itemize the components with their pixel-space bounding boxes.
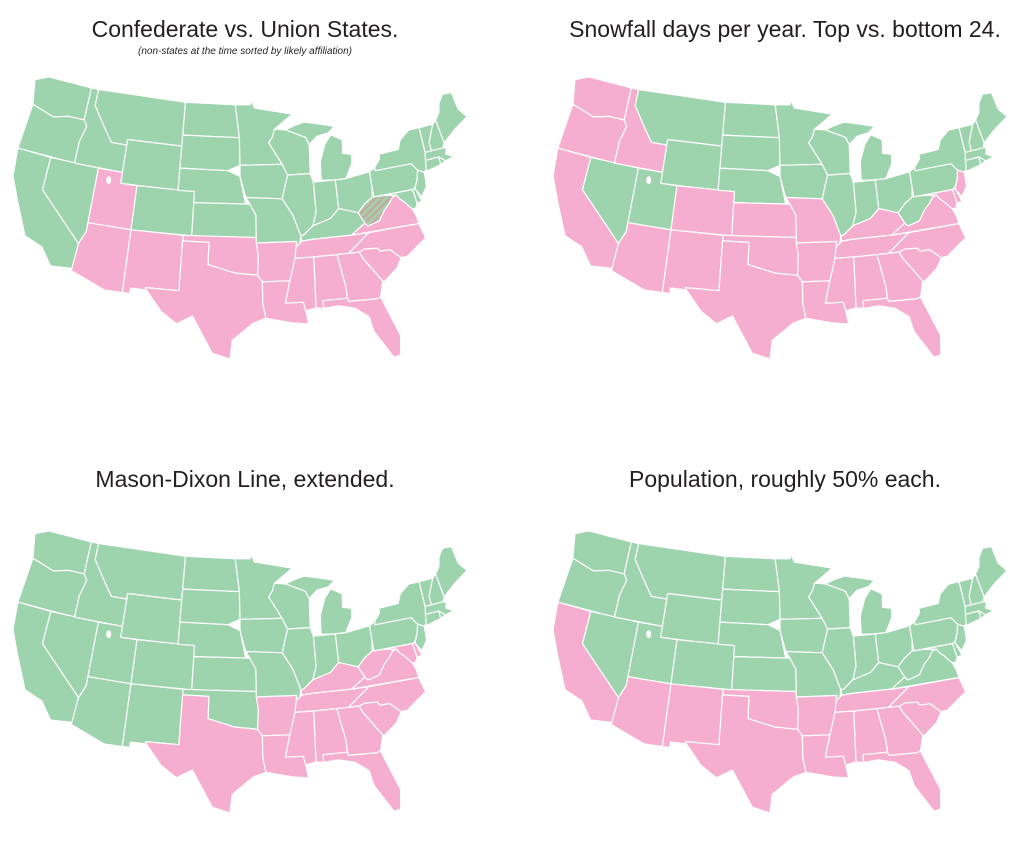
state-nd	[722, 555, 780, 593]
state-co	[130, 639, 196, 691]
state-ny	[374, 581, 429, 627]
state-ri	[438, 610, 447, 620]
state-wy	[660, 592, 723, 645]
state-mi	[285, 575, 335, 600]
state-ia	[239, 617, 289, 654]
state-nd	[182, 555, 240, 593]
map-panel-mason-dixon: Mason-Dixon Line, extended.	[5, 420, 485, 840]
map-panel-population: Population, roughly 50% each.	[545, 420, 1024, 840]
state-ri	[438, 156, 447, 166]
state-wv	[357, 186, 398, 227]
state-me	[975, 92, 1008, 144]
state-mi	[319, 588, 353, 635]
state-mi	[859, 588, 893, 635]
map-panel-snowfall: Snowfall days per year. Top vs. bottom 2…	[545, 0, 1024, 400]
state-mi	[285, 121, 335, 146]
state-ms	[824, 256, 857, 312]
state-ny	[914, 581, 969, 627]
state-wv	[357, 640, 398, 681]
state-mi	[859, 134, 893, 181]
state-nm	[121, 229, 184, 295]
state-ms	[284, 256, 317, 312]
state-ri	[978, 156, 987, 166]
state-nm	[661, 229, 724, 295]
state-nj	[954, 169, 968, 198]
state-wy	[120, 592, 183, 645]
map-title: Snowfall days per year. Top vs. bottom 2…	[569, 16, 1001, 42]
state-sd	[719, 134, 781, 172]
us-map	[552, 76, 1008, 360]
state-nd	[722, 101, 780, 139]
state-mt	[94, 88, 187, 147]
state-ks	[191, 656, 257, 693]
state-fl	[322, 296, 402, 358]
state-co	[670, 185, 736, 237]
great-salt-lake	[106, 176, 112, 185]
state-mi	[825, 121, 875, 146]
state-wy	[120, 138, 183, 191]
state-ri	[978, 610, 987, 620]
map-title: Mason-Dixon Line, extended.	[95, 466, 395, 492]
state-ms	[284, 710, 317, 766]
state-ia	[779, 617, 829, 654]
state-me	[435, 546, 468, 598]
state-sd	[719, 588, 781, 626]
state-wv	[897, 640, 938, 681]
state-ia	[779, 163, 829, 200]
state-ny	[914, 127, 969, 173]
state-ks	[731, 656, 797, 693]
state-nj	[414, 169, 428, 198]
state-ks	[731, 202, 797, 239]
state-nd	[182, 101, 240, 139]
us-map	[12, 530, 468, 814]
state-sd	[179, 588, 241, 626]
map-title: Confederate vs. Union States.	[91, 16, 399, 42]
state-mi	[825, 575, 875, 600]
state-mt	[634, 542, 727, 601]
state-co	[670, 639, 736, 691]
state-fl	[862, 750, 942, 812]
great-salt-lake	[646, 630, 652, 639]
state-ia	[239, 163, 289, 200]
state-ny	[374, 127, 429, 173]
state-me	[435, 92, 468, 144]
great-salt-lake	[646, 176, 652, 185]
state-sd	[179, 134, 241, 172]
great-salt-lake	[106, 630, 112, 639]
state-mi	[319, 134, 353, 181]
state-nj	[414, 623, 428, 652]
state-nm	[661, 683, 724, 749]
state-ks	[191, 202, 257, 239]
state-nj	[954, 623, 968, 652]
us-map	[12, 76, 468, 360]
state-fl	[862, 296, 942, 358]
map-subtitle: (non-states at the time sorted by likely…	[138, 46, 352, 57]
state-fl	[322, 750, 402, 812]
state-wv	[897, 186, 938, 227]
state-me	[975, 546, 1008, 598]
state-co	[130, 185, 196, 237]
state-nm	[121, 683, 184, 749]
state-ms	[824, 710, 857, 766]
us-map	[552, 530, 1008, 814]
state-wy	[660, 138, 723, 191]
state-mt	[634, 88, 727, 147]
state-mt	[94, 542, 187, 601]
map-panel-confederate: Confederate vs. Union States. (non-state…	[5, 0, 485, 400]
map-title: Population, roughly 50% each.	[629, 466, 941, 492]
